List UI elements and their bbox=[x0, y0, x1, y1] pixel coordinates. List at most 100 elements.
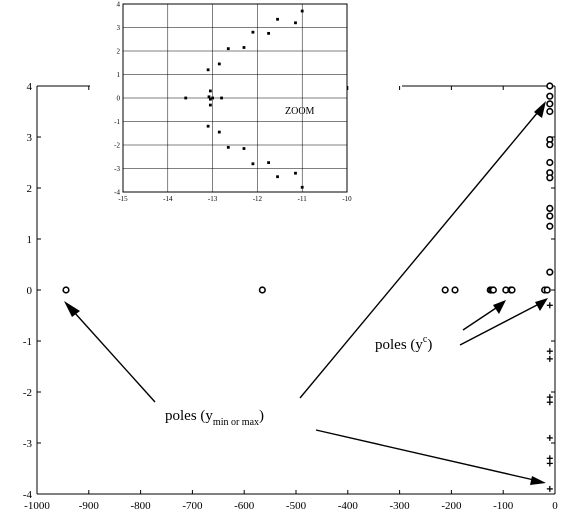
inset-point bbox=[226, 47, 230, 51]
inset-y-tick-label: -4 bbox=[114, 189, 120, 197]
x-tick-label: -1000 bbox=[24, 500, 50, 512]
y-tick-label: 2 bbox=[27, 183, 33, 195]
x-tick-label: -800 bbox=[131, 500, 152, 512]
x-tick-label: -500 bbox=[286, 500, 307, 512]
inset-y-tick-label: 3 bbox=[117, 24, 121, 32]
y-tick-label: -4 bbox=[23, 489, 33, 501]
main-plot: -1000 -900 -800 -700 -600 -500 -400 -300 -200 -10… bbox=[23, 81, 558, 512]
inset-x-tick-label: -11 bbox=[298, 195, 308, 203]
arrow-icon bbox=[73, 311, 156, 403]
inset-x-tick-label: -13 bbox=[208, 195, 218, 203]
pole-point bbox=[546, 348, 553, 355]
inset-point bbox=[226, 145, 230, 149]
inset-y-tick-label: 4 bbox=[117, 1, 121, 9]
poles-minmax-label: poles (ymin or max) bbox=[165, 408, 264, 428]
arrow-head-icon bbox=[64, 301, 80, 317]
pole-point bbox=[508, 286, 516, 294]
inset-point bbox=[276, 17, 279, 21]
y-tick-label: 0 bbox=[27, 285, 33, 297]
pole-point bbox=[546, 158, 554, 167]
pole-point bbox=[546, 141, 554, 149]
y-tick-label: -1 bbox=[23, 336, 32, 348]
inset-x-tick-label: -10 bbox=[342, 195, 352, 203]
pole-point bbox=[543, 286, 551, 294]
pole-point bbox=[489, 286, 497, 294]
inset-point bbox=[220, 96, 223, 100]
y-tick-label: -3 bbox=[23, 438, 33, 450]
pole-point bbox=[546, 92, 554, 100]
pole-point bbox=[546, 174, 554, 182]
inset-point bbox=[242, 147, 246, 150]
x-tick-label: -200 bbox=[441, 500, 462, 512]
y-tick-label: 3 bbox=[27, 132, 33, 144]
inset-point bbox=[294, 171, 297, 175]
x-tick-label: -300 bbox=[390, 500, 411, 512]
x-tick-label: -100 bbox=[493, 500, 514, 512]
inset-point bbox=[217, 62, 221, 66]
arrow-icon bbox=[462, 307, 497, 331]
pole-point bbox=[546, 394, 553, 401]
annotations: poles (yc) poles (ymin or max) bbox=[165, 334, 432, 428]
pole-point bbox=[546, 212, 554, 220]
x-tick-label: 0 bbox=[552, 500, 558, 512]
y-tick-label: -2 bbox=[23, 387, 32, 399]
inset-y-tick-label: -2 bbox=[114, 142, 120, 150]
arrow-icon bbox=[315, 429, 535, 481]
inset-point bbox=[267, 31, 270, 35]
y-tick-label: 1 bbox=[27, 234, 33, 246]
inset-y-tick-label: 2 bbox=[117, 48, 121, 56]
inset-y-tick-label: 1 bbox=[117, 71, 121, 79]
inset-y-tick-label: -3 bbox=[114, 165, 120, 173]
x-tick-label: -400 bbox=[338, 500, 359, 512]
arrow-icon bbox=[459, 304, 538, 346]
inset-point bbox=[251, 30, 255, 34]
pole-point bbox=[546, 434, 553, 441]
zoom-label: ZOOM bbox=[285, 106, 315, 117]
inset-point bbox=[184, 96, 188, 100]
pole-point bbox=[546, 355, 553, 362]
pole-point bbox=[258, 286, 266, 294]
x-tick-label: -700 bbox=[182, 500, 203, 512]
pole-point bbox=[546, 399, 553, 406]
inset-point bbox=[251, 162, 255, 166]
pole-point bbox=[451, 286, 459, 294]
inset-x-tick-label: -14 bbox=[163, 195, 173, 203]
poles-critical-label: poles (yc) bbox=[375, 334, 432, 353]
inset-point bbox=[211, 96, 214, 100]
pole-point bbox=[441, 286, 449, 294]
pole-point bbox=[62, 286, 70, 294]
pole-point bbox=[546, 302, 553, 309]
inset-point bbox=[208, 103, 212, 107]
inset-point bbox=[208, 97, 212, 101]
inset-x-tick-label: -15 bbox=[118, 195, 128, 203]
annotation-arrows bbox=[64, 101, 548, 485]
pole-point bbox=[546, 222, 554, 230]
y-tick-label: 4 bbox=[27, 81, 33, 93]
inset-point bbox=[300, 9, 304, 13]
arrow-head-icon bbox=[530, 476, 546, 485]
arrow-head-icon bbox=[535, 298, 548, 311]
pole-point bbox=[546, 268, 554, 276]
inset-point bbox=[206, 124, 210, 128]
inset-y-tick-label: -1 bbox=[114, 118, 120, 126]
pole-point bbox=[546, 100, 554, 108]
arrow-icon bbox=[299, 111, 539, 399]
arrow-head-icon bbox=[534, 101, 546, 118]
inset-point bbox=[208, 89, 212, 93]
x-tick-label: -600 bbox=[234, 500, 255, 512]
inset-point bbox=[217, 130, 221, 134]
pole-point bbox=[546, 82, 554, 90]
pole-point bbox=[546, 107, 554, 116]
inset-point bbox=[276, 175, 279, 179]
pole-point bbox=[546, 460, 553, 467]
inset-point bbox=[206, 68, 210, 72]
inset-point bbox=[207, 95, 211, 99]
x-tick-label: -900 bbox=[79, 500, 100, 512]
inset-point bbox=[267, 161, 270, 165]
pole-point bbox=[546, 485, 553, 492]
pole-point bbox=[546, 455, 553, 462]
arrow-head-icon bbox=[493, 300, 506, 314]
inset-y-tick-label: 0 bbox=[117, 95, 121, 103]
